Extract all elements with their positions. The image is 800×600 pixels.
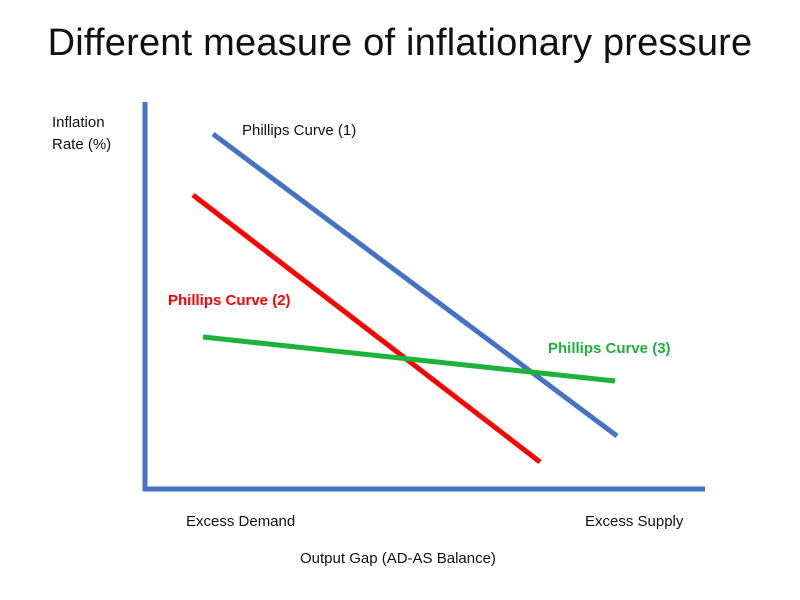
phillips-curve-2-label: Phillips Curve (2) [168, 292, 291, 309]
x-axis-right-label: Excess Supply [585, 513, 684, 530]
x-axis-title: Output Gap (AD-AS Balance) [300, 550, 496, 567]
x-axis-left-label: Excess Demand [186, 513, 296, 530]
phillips-curve-1-line [211, 131, 619, 439]
y-axis-label: Inflation Rate (%) [52, 112, 111, 156]
y-axis-label-line2: Rate (%) [52, 136, 112, 153]
phillips-curve-3-label: Phillips Curve (3) [548, 340, 671, 357]
y-axis-label-line1: Inflation [52, 114, 105, 131]
page-title: Different measure of inflationary pressu… [47, 22, 753, 64]
phillips-curve-1-label: Phillips Curve (1) [242, 122, 357, 139]
phillips-curve-2-line [191, 193, 542, 464]
phillips-curve-3-line [202, 334, 616, 384]
